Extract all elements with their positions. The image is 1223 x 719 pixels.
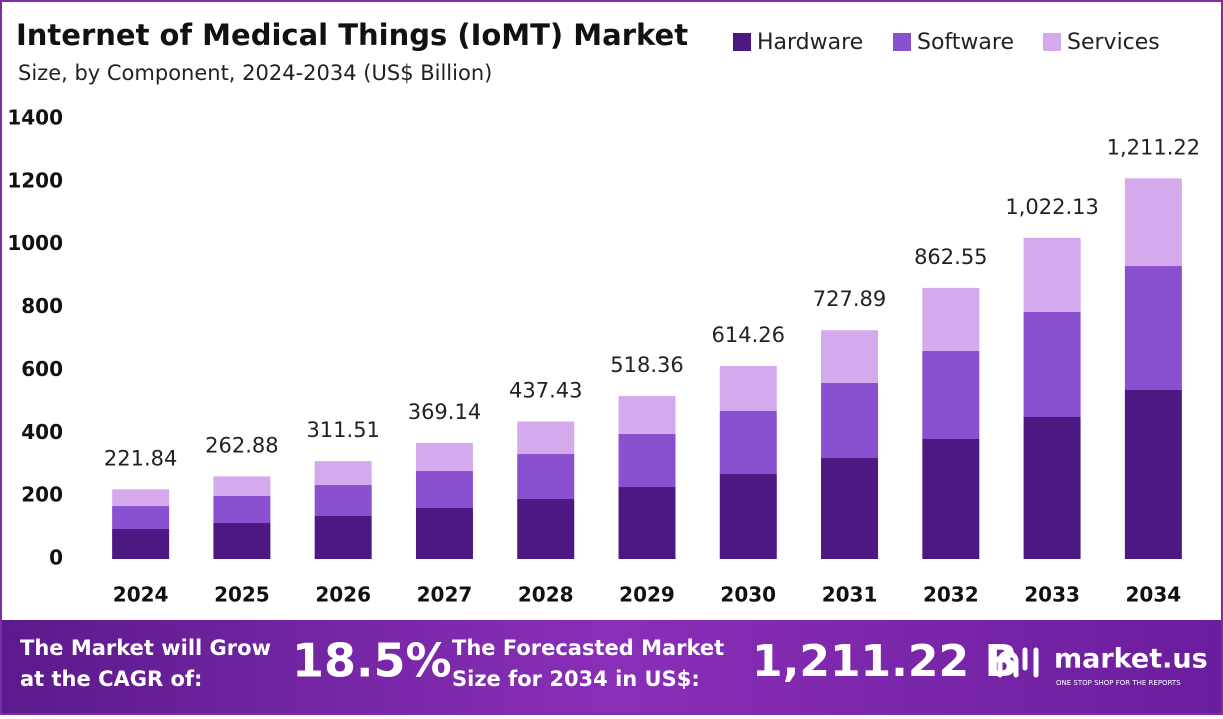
bar-segment [1023,237,1081,313]
brand-tagline: ONE STOP SHOP FOR THE REPORTS [1056,679,1181,687]
x-tick-label: 2027 [417,583,473,607]
legend-label: Hardware [757,30,863,55]
x-tick-label: 2034 [1126,583,1182,607]
bar-segment [719,365,777,412]
footer-text: Size for 2034 in US$: [452,667,700,691]
bar-segment [415,442,473,471]
bar-segment [415,507,473,559]
bar-segment [719,474,777,559]
y-tick-label: 800 [21,294,63,318]
total-label: 221.84 [104,446,177,470]
bar-segment [1023,417,1081,559]
bar-segment [517,499,575,559]
bar-segment [618,487,676,559]
cagr-value: 18.5% [292,634,452,688]
x-tick-label: 2024 [113,583,169,607]
y-tick-label: 1200 [7,168,63,192]
footer-text: at the CAGR of: [20,667,202,691]
bar-segment [1124,178,1182,267]
x-tick-label: 2030 [720,583,776,607]
bar-segment [213,523,271,559]
bar-segment [112,506,170,529]
legend-label: Software [917,30,1014,55]
total-label: 437.43 [509,379,582,403]
total-label: 727.89 [813,287,886,311]
total-label: 862.55 [914,245,987,269]
bar-segment [821,383,879,459]
bar-segment [517,454,575,500]
y-tick-label: 1400 [7,106,63,130]
bar-segment [112,528,170,559]
y-tick-label: 0 [49,546,63,570]
total-label: 518.36 [610,353,683,377]
legend-swatch [1043,33,1061,51]
chart-title: Internet of Medical Things (IoMT) Market [16,18,688,52]
x-tick-label: 2025 [214,583,270,607]
x-tick-label: 2028 [518,583,574,607]
legend-swatch [893,33,911,51]
legend: Hardware Software Services [733,30,1160,55]
bar-segment [1023,312,1081,418]
x-tick-label: 2033 [1024,583,1080,607]
legend-label: Services [1067,30,1160,55]
bar-segment [1124,266,1182,391]
y-tick-label: 600 [21,357,63,381]
y-tick-label: 200 [21,483,63,507]
bar-segment [821,458,879,559]
chart-subtitle: Size, by Component, 2024-2034 (US$ Billi… [18,61,492,85]
footer-text: The Market will Grow [20,636,271,660]
bar-segment [415,471,473,508]
bar-segment [517,421,575,455]
x-tick-label: 2026 [315,583,371,607]
x-tick-label: 2029 [619,583,675,607]
total-label: 311.51 [306,418,379,442]
bar-segment [922,439,980,559]
footer-text: The Forecasted Market [452,636,724,660]
bar-segment [314,516,372,559]
total-label: 614.26 [712,323,785,347]
total-label: 1,022.13 [1005,195,1099,219]
bar-segment [112,489,170,507]
x-tick-label: 2032 [923,583,979,607]
total-label: 1,211.22 [1107,135,1201,159]
total-label: 369.14 [408,400,481,424]
bar-segment [618,434,676,488]
bar-segment [1124,390,1182,559]
x-tick-label: 2031 [822,583,878,607]
y-tick-label: 1000 [7,231,63,255]
plot: 0 200 400 600 800 1000 1200 1400 221.84 2024 262.8… [7,106,1200,607]
bar-segment [821,330,879,383]
bar-segment [314,461,372,486]
bar-segment [719,411,777,475]
brand-name: market.us [1054,644,1208,675]
brand-logo [997,647,1039,678]
bar-segment [922,351,980,440]
bar-segment [213,476,271,496]
bar-segment [314,485,372,517]
total-label: 262.88 [205,433,278,457]
bar-segment [922,287,980,352]
forecast-value: 1,211.22 B [752,636,1018,687]
y-tick-label: 400 [21,420,63,444]
bar-segment [618,396,676,435]
bar-segment [213,495,271,524]
legend-swatch [733,33,751,51]
